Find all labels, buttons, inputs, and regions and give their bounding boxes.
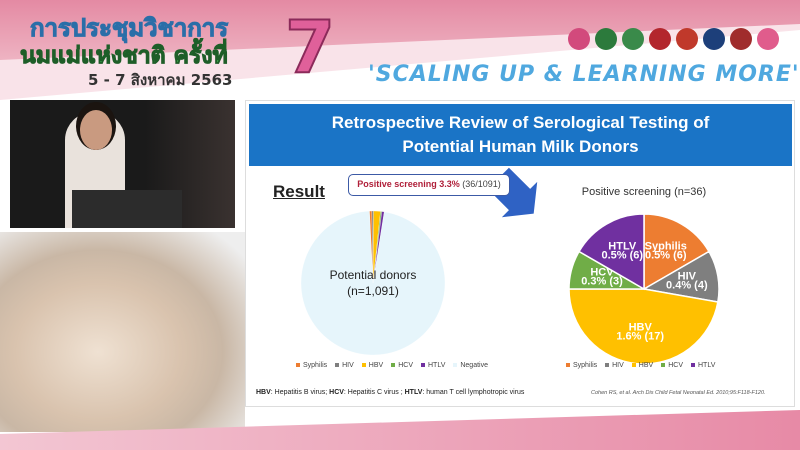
pie-slice-syphilis bbox=[643, 213, 710, 291]
fn-abbr-htlv: HTLV bbox=[404, 389, 423, 396]
positive-screening-callout: Positive screening 3.3% (36/1091) bbox=[348, 174, 510, 196]
fn-text-hcv: : Hepatitis C virus ; bbox=[343, 389, 405, 396]
slide-title: Retrospective Review of Serological Test… bbox=[249, 104, 792, 166]
conference-title-line2: นมแม่แห่งชาติ ครั้งที่ bbox=[20, 43, 229, 70]
legend-item-hiv: HIV bbox=[605, 362, 624, 369]
callout-rest: (36/1091) bbox=[459, 179, 501, 189]
data-label-hiv: HIV 0.4% (4) bbox=[666, 270, 708, 291]
sponsor-logo bbox=[703, 28, 725, 50]
legend-item-hbv: HBV bbox=[361, 362, 383, 369]
pie-slice-negative bbox=[300, 210, 446, 356]
sponsor-logo bbox=[730, 28, 752, 50]
podium bbox=[72, 190, 182, 228]
charts: Syphilis 0.5% (6) HIV 0.4% (4) HBV 1.6% (17) H… bbox=[300, 167, 720, 365]
legend-item-syphilis: Syphilis bbox=[566, 362, 597, 369]
fn-abbr-hbv: HBV bbox=[256, 389, 271, 396]
legend-item-htlv: HTLV bbox=[420, 362, 445, 369]
sponsor-logos bbox=[568, 28, 779, 50]
speaker-head bbox=[80, 110, 112, 150]
speaker-webcam bbox=[10, 100, 235, 228]
arrow-icon bbox=[487, 167, 538, 218]
legend-item-htlv: HTLV bbox=[690, 362, 715, 369]
center-label-line1: Potential donors bbox=[330, 268, 417, 282]
right-pie-legend: Syphilis HIV HBV HCV HTLV bbox=[566, 362, 715, 369]
slide-title-line1: Retrospective Review of Serological Test… bbox=[331, 113, 710, 132]
sponsor-logo bbox=[568, 28, 590, 50]
sponsor-logo bbox=[649, 28, 671, 50]
pie-slice-hbv bbox=[568, 288, 719, 365]
data-label-hcv: HCV 0.3% (3) bbox=[581, 267, 623, 288]
abbreviation-footnote: HBV: Hepatitis B virus; HCV: Hepatitis C… bbox=[256, 389, 524, 396]
legend-item-hcv: HCV bbox=[391, 362, 413, 369]
legend-item-negative: Negative bbox=[453, 362, 488, 369]
child-photo bbox=[0, 232, 245, 432]
data-label-htlv: HTLV 0.5% (6) bbox=[601, 240, 643, 261]
data-label-syphilis: Syphilis 0.5% (6) bbox=[645, 240, 687, 261]
data-label-hbv: HBV 1.6% (17) bbox=[616, 321, 664, 342]
sponsor-logo bbox=[622, 28, 644, 50]
conference-title-line1: การประชุมวิชาการ bbox=[29, 14, 229, 43]
fn-text-hbv: : Hepatitis B virus; bbox=[270, 389, 330, 396]
conference-number: 7 bbox=[284, 4, 336, 90]
legend-item-syphilis: Syphilis bbox=[296, 362, 327, 369]
slogan: 'SCALING UP & LEARNING MORE' bbox=[368, 62, 800, 87]
sponsor-logo bbox=[757, 28, 779, 50]
callout-bold: Positive screening 3.3% bbox=[357, 179, 460, 189]
sponsor-logo bbox=[595, 28, 617, 50]
fn-abbr-hcv: HCV bbox=[329, 389, 344, 396]
presentation-slide: Retrospective Review of Serological Test… bbox=[245, 100, 795, 407]
legend-item-hiv: HIV bbox=[335, 362, 354, 369]
legend-item-hcv: HCV bbox=[661, 362, 683, 369]
left-pie-legend: Syphilis HIV HBV HCV HTLV Negative bbox=[296, 362, 488, 369]
conference-dates: 5 - 7 สิงหาคม 2563 bbox=[88, 71, 233, 89]
result-heading: Result bbox=[273, 182, 325, 201]
sponsor-logo bbox=[676, 28, 698, 50]
center-label-line2: (n=1,091) bbox=[347, 284, 399, 298]
right-pie-title: Positive screening (n=36) bbox=[582, 186, 706, 198]
slide-title-line2: Potential Human Milk Donors bbox=[402, 137, 639, 156]
pie-slice-htlv bbox=[578, 213, 645, 291]
citation: Cohen RS, et al. Arch Dis Child Fetal Ne… bbox=[591, 390, 766, 396]
legend-item-hbv: HBV bbox=[631, 362, 653, 369]
fn-text-htlv: : human T cell lymphotropic virus bbox=[422, 389, 525, 396]
